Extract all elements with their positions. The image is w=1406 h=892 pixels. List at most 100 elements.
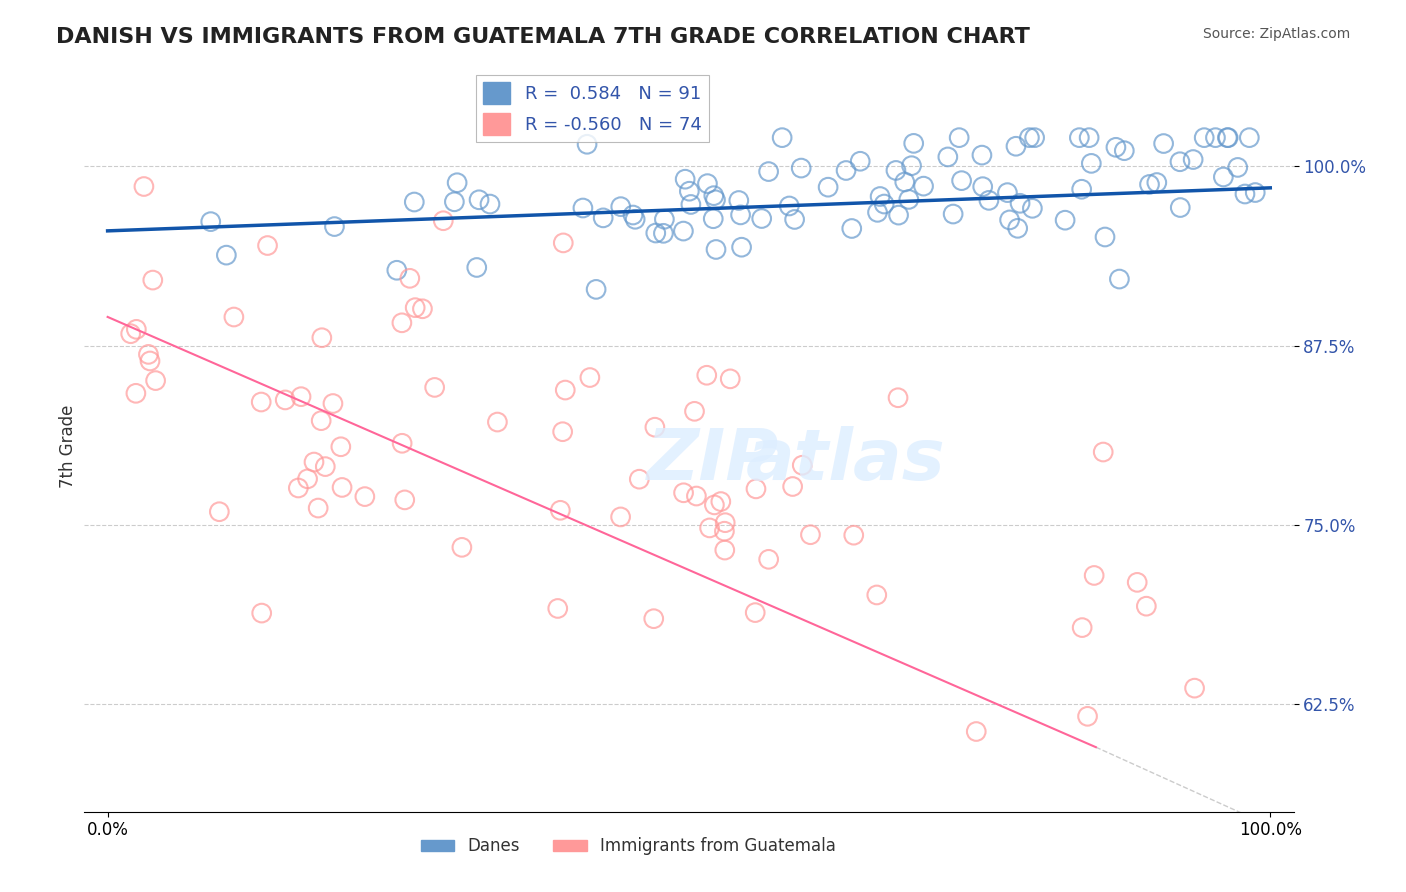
Point [1071, 621, 1094, 635]
Point [817, 180, 839, 194]
Point [398, 271, 420, 285]
Point [1080, 156, 1102, 170]
Point [274, 392, 297, 407]
Point [900, 159, 922, 173]
Point [1021, 202, 1043, 216]
Point [579, 370, 602, 384]
Point [572, 201, 595, 215]
Point [745, 482, 768, 496]
Point [903, 136, 925, 151]
Point [1135, 599, 1157, 614]
Point [654, 212, 676, 227]
Point [1108, 272, 1130, 286]
Point [866, 205, 889, 219]
Point [322, 396, 344, 410]
Point [302, 455, 325, 469]
Point [783, 212, 806, 227]
Point [443, 194, 465, 209]
Point [432, 213, 454, 227]
Point [468, 193, 491, 207]
Point [138, 347, 160, 361]
Text: atlas: atlas [747, 426, 946, 495]
Point [132, 179, 155, 194]
Point [311, 331, 333, 345]
Point [1226, 161, 1249, 175]
Point [873, 197, 896, 211]
Point [628, 472, 651, 486]
Point [1184, 681, 1206, 695]
Point [678, 184, 700, 198]
Point [842, 528, 865, 542]
Text: ZIP: ZIP [647, 426, 779, 495]
Point [314, 459, 336, 474]
Point [942, 207, 965, 221]
Point [972, 179, 994, 194]
Point [702, 211, 724, 226]
Point [478, 197, 501, 211]
Point [353, 490, 375, 504]
Point [120, 326, 142, 341]
Point [125, 386, 148, 401]
Point [394, 492, 416, 507]
Point [547, 601, 569, 615]
Point [758, 164, 780, 178]
Point [486, 415, 509, 429]
Point [222, 310, 245, 324]
Point [1054, 213, 1077, 227]
Point [411, 301, 433, 316]
Point [142, 273, 165, 287]
Point [679, 197, 702, 211]
Point [391, 436, 413, 450]
Point [1239, 130, 1261, 145]
Point [553, 235, 575, 250]
Point [1126, 575, 1149, 590]
Point [1153, 136, 1175, 151]
Point [1010, 196, 1032, 211]
Point [554, 383, 576, 397]
Point [551, 425, 574, 439]
Point [465, 260, 488, 275]
Point [770, 130, 793, 145]
Point [404, 301, 426, 315]
Point [1244, 186, 1267, 200]
Point [652, 227, 675, 241]
Point [1192, 130, 1215, 145]
Point [609, 510, 631, 524]
Point [778, 199, 800, 213]
Point [782, 479, 804, 493]
Point [744, 606, 766, 620]
Point [391, 316, 413, 330]
Point [699, 521, 721, 535]
Point [948, 130, 970, 145]
Point [585, 282, 607, 296]
Point [849, 154, 872, 169]
Point [884, 163, 907, 178]
Point [1146, 176, 1168, 190]
Point [751, 211, 773, 226]
Point [1018, 130, 1040, 145]
Point [323, 219, 346, 234]
Point [287, 481, 309, 495]
Point [145, 374, 167, 388]
Point [672, 485, 695, 500]
Point [730, 240, 752, 254]
Point [713, 543, 735, 558]
Point [250, 395, 273, 409]
Point [1204, 130, 1226, 145]
Point [644, 420, 666, 434]
Point [704, 193, 727, 207]
Point [790, 161, 813, 175]
Point [672, 224, 695, 238]
Point [1092, 445, 1115, 459]
Point [215, 248, 238, 262]
Point [696, 368, 718, 383]
Point [592, 211, 614, 225]
Point [550, 503, 572, 517]
Point [297, 472, 319, 486]
Text: DANISH VS IMMIGRANTS FROM GUATEMALA 7TH GRADE CORRELATION CHART: DANISH VS IMMIGRANTS FROM GUATEMALA 7TH … [56, 27, 1031, 46]
Point [446, 176, 468, 190]
Point [1216, 130, 1239, 145]
Point [713, 524, 735, 539]
Point [256, 238, 278, 252]
Point [1077, 709, 1099, 723]
